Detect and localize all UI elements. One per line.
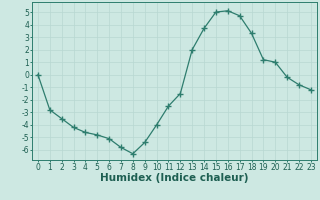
X-axis label: Humidex (Indice chaleur): Humidex (Indice chaleur): [100, 173, 249, 183]
